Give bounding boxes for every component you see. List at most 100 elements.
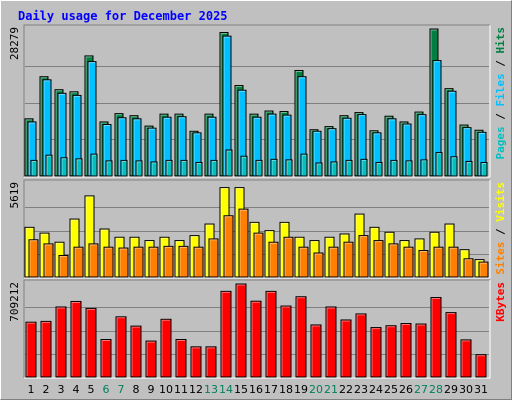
bar-sites-28 <box>433 246 444 278</box>
bar-sites-16 <box>253 232 264 278</box>
bar-sites-29 <box>448 246 459 278</box>
panel-visits-sites-shadow <box>23 179 490 278</box>
bar-pages-31 <box>480 161 488 177</box>
bar-kbytes-10 <box>160 318 172 378</box>
y-max-label-visits-sites: 5619 <box>8 182 21 209</box>
bar-pages-11 <box>180 159 188 177</box>
panel-hits-files-pages-highlight <box>24 25 491 178</box>
x-label-day-7: 7 <box>118 383 125 396</box>
bar-kbytes-29 <box>445 312 457 378</box>
bar-kbytes-7 <box>115 316 127 378</box>
bar-pages-18 <box>285 159 293 177</box>
bar-pages-17 <box>270 158 278 177</box>
bar-pages-4 <box>75 158 83 177</box>
legend-separator: / <box>494 222 507 242</box>
x-label-day-13: 13 <box>204 383 218 396</box>
x-label-day-26: 26 <box>399 383 413 396</box>
bar-pages-5 <box>90 153 98 177</box>
legend-visits: Visits <box>494 182 507 222</box>
x-label-day-2: 2 <box>43 383 50 396</box>
x-label-day-11: 11 <box>174 383 188 396</box>
bar-sites-7 <box>118 247 129 278</box>
x-label-day-15: 15 <box>234 383 248 396</box>
bar-pages-12 <box>195 161 203 177</box>
x-label-day-18: 18 <box>279 383 293 396</box>
x-label-day-29: 29 <box>444 383 458 396</box>
bar-sites-1 <box>28 239 39 278</box>
bar-kbytes-25 <box>385 325 397 378</box>
bar-pages-13 <box>210 159 218 177</box>
bar-kbytes-13 <box>205 346 217 378</box>
x-label-day-12: 12 <box>189 383 203 396</box>
panel-visits-sites-highlight <box>24 180 491 279</box>
bar-kbytes-12 <box>190 346 202 378</box>
bar-kbytes-9 <box>145 340 157 378</box>
bar-sites-14 <box>223 215 234 278</box>
bar-pages-30 <box>465 160 473 177</box>
bar-pages-1 <box>30 159 38 177</box>
legend-separator: / <box>494 54 507 74</box>
bar-sites-20 <box>313 252 324 278</box>
legend-hits-files-pages: Pages / Files / Hits <box>494 27 507 160</box>
x-label-day-10: 10 <box>159 383 173 396</box>
bar-sites-25 <box>388 243 399 278</box>
bar-kbytes-2 <box>40 320 52 378</box>
bar-pages-10 <box>165 159 173 177</box>
bar-sites-17 <box>268 241 279 278</box>
bar-kbytes-14 <box>220 290 232 378</box>
bar-pages-19 <box>300 153 308 177</box>
x-label-day-31: 31 <box>474 383 488 396</box>
bar-kbytes-1 <box>25 321 37 378</box>
bar-kbytes-5 <box>85 307 97 378</box>
bar-sites-15 <box>238 208 249 278</box>
bar-pages-29 <box>450 156 458 177</box>
legend-sites: Sites <box>494 242 507 275</box>
panel-hits-files-pages-shadow <box>23 24 490 177</box>
bar-sites-23 <box>358 235 369 278</box>
x-label-day-14: 14 <box>219 383 233 396</box>
bar-pages-2 <box>45 154 53 177</box>
panel-kbytes-highlight <box>24 280 491 379</box>
x-label-day-30: 30 <box>459 383 473 396</box>
legend-hits: Hits <box>494 27 507 54</box>
bar-kbytes-19 <box>295 296 307 378</box>
x-label-day-21: 21 <box>324 383 338 396</box>
x-label-day-16: 16 <box>249 383 263 396</box>
x-label-day-17: 17 <box>264 383 278 396</box>
legend-pages: Pages <box>494 126 507 159</box>
bar-pages-22 <box>345 159 353 177</box>
x-label-day-23: 23 <box>354 383 368 396</box>
bar-sites-8 <box>133 246 144 278</box>
bar-kbytes-3 <box>55 306 67 378</box>
bar-pages-9 <box>150 161 158 177</box>
legend-separator: / <box>494 107 507 127</box>
bar-sites-27 <box>418 250 429 278</box>
x-label-day-6: 6 <box>103 383 110 396</box>
y-max-label-hits-files-pages: 28279 <box>8 27 21 60</box>
x-label-day-28: 28 <box>429 383 443 396</box>
bar-kbytes-20 <box>310 324 322 378</box>
bar-kbytes-8 <box>130 325 142 378</box>
bar-kbytes-24 <box>370 327 382 378</box>
panel-kbytes-shadow <box>23 279 490 378</box>
x-label-day-22: 22 <box>339 383 353 396</box>
bar-pages-26 <box>405 160 413 177</box>
bar-sites-24 <box>373 240 384 278</box>
bar-kbytes-28 <box>430 297 442 378</box>
bar-kbytes-11 <box>175 338 187 378</box>
bar-sites-6 <box>103 246 114 278</box>
legend-visits-sites: Sites / Visits <box>494 182 507 275</box>
bar-pages-25 <box>390 159 398 177</box>
x-label-day-4: 4 <box>73 383 80 396</box>
bar-kbytes-30 <box>460 339 472 378</box>
x-label-day-19: 19 <box>294 383 308 396</box>
bar-sites-3 <box>58 254 69 278</box>
bar-kbytes-23 <box>355 313 367 378</box>
x-label-day-8: 8 <box>133 383 140 396</box>
bar-kbytes-21 <box>325 306 337 378</box>
legend-files: Files <box>494 73 507 106</box>
bar-sites-11 <box>178 245 189 278</box>
bar-sites-12 <box>193 246 204 278</box>
bar-sites-19 <box>298 246 309 278</box>
